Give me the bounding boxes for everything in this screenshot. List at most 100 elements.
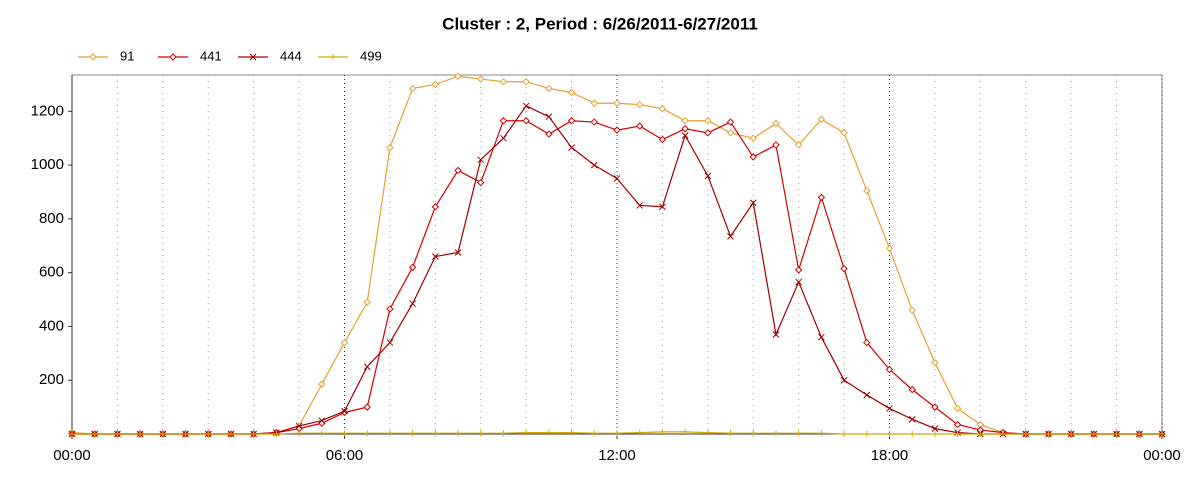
marker bbox=[909, 431, 916, 437]
marker bbox=[1000, 431, 1007, 437]
marker bbox=[227, 431, 234, 437]
marker bbox=[931, 359, 939, 367]
marker bbox=[341, 430, 348, 437]
marker bbox=[772, 331, 780, 338]
marker bbox=[567, 117, 576, 125]
marker bbox=[454, 72, 462, 81]
marker bbox=[273, 431, 280, 437]
marker bbox=[567, 88, 576, 97]
marker bbox=[386, 339, 394, 346]
marker bbox=[863, 391, 871, 399]
marker bbox=[726, 118, 735, 126]
marker bbox=[795, 278, 803, 286]
y-tick-label: 200 bbox=[39, 371, 64, 388]
marker bbox=[477, 430, 484, 437]
legend-item: 499 bbox=[318, 48, 382, 63]
marker bbox=[386, 305, 394, 313]
marker bbox=[455, 430, 462, 437]
marker bbox=[69, 431, 75, 437]
marker bbox=[545, 113, 553, 121]
marker bbox=[658, 104, 667, 113]
marker bbox=[1068, 431, 1075, 437]
marker bbox=[363, 363, 371, 371]
marker bbox=[1022, 431, 1029, 437]
y-tick-label: 800 bbox=[39, 210, 64, 227]
marker bbox=[659, 203, 666, 211]
marker bbox=[613, 175, 621, 182]
marker bbox=[977, 431, 984, 437]
marker bbox=[818, 333, 825, 341]
marker bbox=[749, 153, 757, 161]
marker bbox=[704, 117, 712, 125]
x-tick-label: 00:00 bbox=[1143, 447, 1181, 464]
marker bbox=[454, 249, 462, 256]
legend-item: 91 bbox=[78, 48, 134, 63]
marker bbox=[1159, 431, 1165, 437]
marker bbox=[408, 84, 417, 93]
marker bbox=[205, 431, 212, 437]
marker bbox=[386, 430, 393, 437]
marker bbox=[431, 253, 439, 260]
marker bbox=[477, 75, 485, 83]
y-tick-label: 400 bbox=[39, 317, 64, 334]
marker bbox=[522, 117, 530, 125]
marker bbox=[1136, 431, 1143, 437]
marker bbox=[704, 429, 711, 436]
marker bbox=[363, 403, 371, 411]
marker bbox=[363, 298, 371, 306]
marker bbox=[863, 431, 870, 437]
marker bbox=[659, 428, 666, 435]
marker bbox=[636, 429, 643, 436]
y-tick-label: 600 bbox=[39, 264, 64, 281]
marker bbox=[1045, 431, 1052, 437]
marker bbox=[953, 404, 962, 413]
marker bbox=[613, 126, 621, 134]
marker bbox=[636, 122, 644, 130]
marker bbox=[931, 425, 939, 432]
marker bbox=[908, 385, 916, 394]
marker bbox=[613, 99, 621, 107]
marker bbox=[840, 129, 848, 137]
marker bbox=[590, 161, 598, 169]
marker bbox=[704, 172, 712, 180]
legend-label: 499 bbox=[360, 48, 382, 63]
marker bbox=[432, 430, 439, 437]
marker bbox=[295, 422, 303, 430]
marker bbox=[522, 102, 530, 110]
marker bbox=[794, 141, 803, 149]
marker bbox=[114, 431, 121, 437]
marker bbox=[431, 203, 440, 211]
marker bbox=[908, 306, 916, 315]
marker bbox=[704, 129, 712, 137]
x-tick-label: 00:00 bbox=[53, 447, 91, 464]
marker bbox=[545, 130, 553, 138]
marker bbox=[364, 430, 371, 437]
marker bbox=[658, 135, 667, 144]
marker bbox=[840, 264, 848, 273]
marker bbox=[931, 431, 938, 437]
y-tick-label: 1000 bbox=[31, 156, 64, 173]
legend-label: 91 bbox=[120, 48, 134, 63]
marker bbox=[89, 53, 97, 61]
marker bbox=[296, 430, 303, 437]
marker bbox=[953, 420, 962, 429]
marker bbox=[681, 132, 689, 139]
marker bbox=[590, 118, 598, 126]
marker bbox=[590, 99, 598, 107]
marker bbox=[863, 338, 871, 347]
marker bbox=[908, 415, 916, 423]
marker bbox=[885, 244, 894, 253]
marker bbox=[772, 430, 779, 437]
marker bbox=[886, 431, 893, 437]
marker bbox=[863, 186, 871, 195]
marker bbox=[522, 78, 530, 86]
marker bbox=[431, 80, 440, 89]
marker bbox=[886, 405, 893, 412]
x-tick-label: 06:00 bbox=[326, 447, 364, 464]
marker bbox=[954, 431, 961, 437]
marker bbox=[817, 115, 826, 124]
marker bbox=[636, 202, 644, 209]
marker bbox=[318, 417, 326, 424]
marker bbox=[500, 134, 507, 142]
